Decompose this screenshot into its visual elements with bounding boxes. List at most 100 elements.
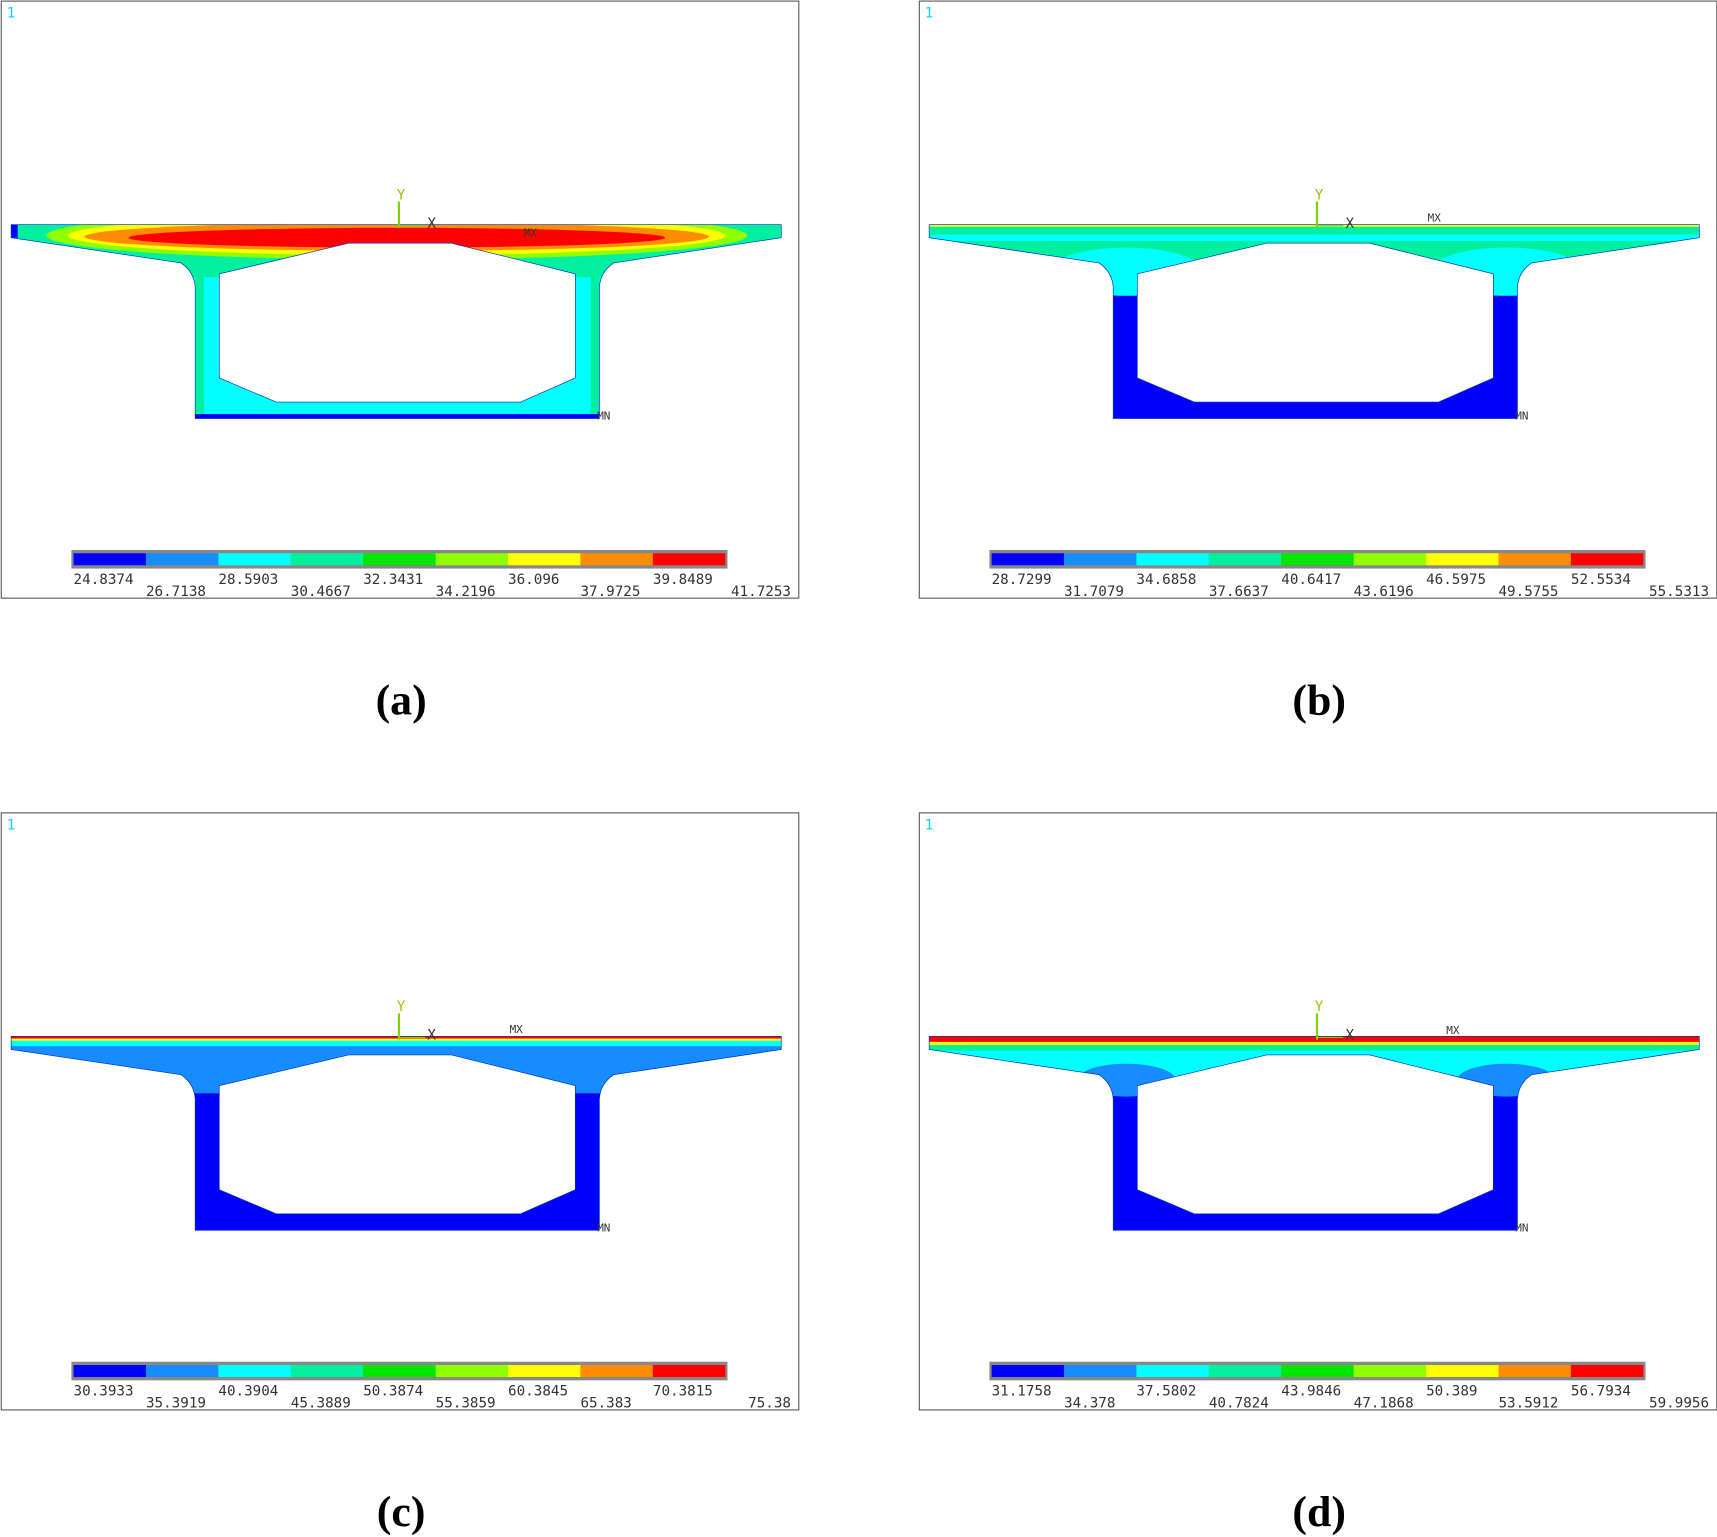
legend-tick-label: 50.389 — [1426, 1384, 1477, 1400]
legend-tick-label: 53.5912 — [1498, 1396, 1558, 1412]
panel-caption: (a) — [376, 676, 427, 724]
contour-band — [11, 1039, 782, 1047]
legend-tick-label: 52.5534 — [1571, 572, 1631, 588]
panel: 1 Y X MX MN 31.1758 34.378 37.5802 40.7824 43.984… — [918, 812, 1717, 1536]
legend-swatch — [1064, 1365, 1137, 1378]
legend-swatch — [1353, 1365, 1427, 1378]
panel-caption: (d) — [1292, 1488, 1346, 1536]
legend-swatch — [1570, 1365, 1644, 1378]
legend-tick-label: 37.5802 — [1136, 1384, 1196, 1400]
legend-tick-label: 36.096 — [508, 572, 559, 588]
legend-tick-label: 30.3933 — [74, 1384, 134, 1400]
window-number: 1 — [925, 6, 934, 22]
legend-tick-label: 40.6417 — [1281, 572, 1341, 588]
legend-tick-label: 65.383 — [580, 1396, 631, 1412]
legend-swatch — [652, 1365, 726, 1378]
legend-swatch — [580, 553, 653, 566]
panel-caption: (c) — [377, 1488, 426, 1536]
legend-tick-label: 31.7079 — [1064, 584, 1124, 600]
legend-tick-label: 35.3919 — [146, 1396, 206, 1412]
max-label: MX — [1428, 211, 1442, 224]
legend-tick-label: 55.3859 — [436, 1396, 496, 1412]
legend-tick-label: 50.3874 — [363, 1384, 423, 1400]
window-number: 1 — [7, 817, 16, 833]
legend-swatch — [1570, 553, 1644, 566]
x-axis-label: X — [427, 216, 436, 232]
legend-swatch — [1136, 1365, 1209, 1378]
legend-tick-label: 59.9956 — [1649, 1396, 1709, 1412]
legend-tick-label: 40.7824 — [1209, 1396, 1269, 1412]
y-axis-label: Y — [397, 187, 406, 203]
legend-tick-label: 41.7253 — [731, 584, 791, 600]
legend-tick-label: 45.3889 — [291, 1396, 351, 1412]
legend-swatch — [991, 553, 1065, 566]
legend-tick-label: 37.9725 — [580, 584, 640, 600]
panel-frame — [918, 0, 1717, 599]
contour-band — [929, 1045, 1700, 1051]
min-label: MN — [1515, 410, 1528, 423]
legend-tick-label: 34.378 — [1064, 1396, 1115, 1412]
legend-tick-label: 43.9846 — [1281, 1384, 1341, 1400]
legend-swatch — [1353, 553, 1427, 566]
section-outline — [928, 1036, 1700, 1231]
y-axis-label: Y — [1315, 999, 1324, 1015]
legend-tick-label: 40.3904 — [218, 1384, 278, 1400]
legend-tick-label: 28.7299 — [992, 572, 1052, 588]
contour-band — [929, 224, 1700, 227]
legend-swatch — [290, 553, 364, 566]
contour-band — [11, 1036, 782, 1039]
legend-swatch — [1281, 1365, 1354, 1378]
contour-band — [929, 234, 1700, 242]
panel-caption: (b) — [1292, 676, 1346, 724]
legend-swatch — [652, 553, 726, 566]
legend-swatch — [363, 553, 436, 566]
y-axis-label: Y — [397, 999, 406, 1015]
legend-tick-label: 49.5755 — [1498, 584, 1558, 600]
legend-swatch — [508, 553, 581, 566]
legend-tick-label: 28.5903 — [218, 572, 278, 588]
legend-swatch — [1281, 553, 1354, 566]
contour-band — [929, 1036, 1700, 1042]
legend-swatch — [218, 1365, 291, 1378]
legend-swatch — [290, 1365, 364, 1378]
legend-swatch — [1064, 553, 1137, 566]
panel: 1 Y X MX MN 30.3933 35.3919 40.3904 45.3889 50.38… — [0, 812, 800, 1536]
panel-frame — [918, 812, 1717, 1411]
legend-tick-label: 24.8374 — [74, 572, 134, 588]
min-label: MN — [597, 410, 610, 423]
x-axis-label: X — [427, 1028, 436, 1044]
legend-swatch — [363, 1365, 436, 1378]
contour-band — [195, 273, 204, 419]
section-outline — [928, 224, 1700, 419]
legend-swatch — [218, 553, 291, 566]
panel-frame — [0, 812, 800, 1411]
legend-tick-label: 56.7934 — [1571, 1384, 1631, 1400]
legend-tick-label: 37.6637 — [1209, 584, 1269, 600]
max-label: MX — [524, 227, 538, 240]
legend-swatch — [435, 1365, 509, 1378]
legend-swatch — [145, 1365, 219, 1378]
legend-swatch — [508, 1365, 581, 1378]
legend-tick-label: 32.3431 — [363, 572, 423, 588]
legend-swatch — [1208, 1365, 1282, 1378]
legend-swatch — [580, 1365, 653, 1378]
contour-band — [11, 414, 782, 419]
legend-tick-label: 55.5313 — [1649, 584, 1709, 600]
contour-band — [11, 1038, 782, 1041]
panel: 1 Y X MX MN 28.7299 31.7079 34.6858 37.6637 40.64… — [918, 0, 1717, 724]
min-label: MN — [597, 1221, 610, 1234]
legend-tick-label: 43.6196 — [1354, 584, 1414, 600]
section-outline — [10, 224, 782, 419]
legend-tick-label: 31.1758 — [992, 1384, 1052, 1400]
y-axis-label: Y — [1315, 187, 1324, 203]
window-number: 1 — [7, 6, 16, 22]
section-outline — [10, 1036, 782, 1231]
legend-tick-label: 46.5975 — [1426, 572, 1486, 588]
legend-tick-label: 30.4667 — [291, 584, 351, 600]
x-axis-label: X — [1345, 1028, 1354, 1044]
legend-swatch — [1426, 1365, 1499, 1378]
legend-tick-label: 70.3815 — [653, 1384, 713, 1400]
panel-frame — [0, 0, 800, 599]
